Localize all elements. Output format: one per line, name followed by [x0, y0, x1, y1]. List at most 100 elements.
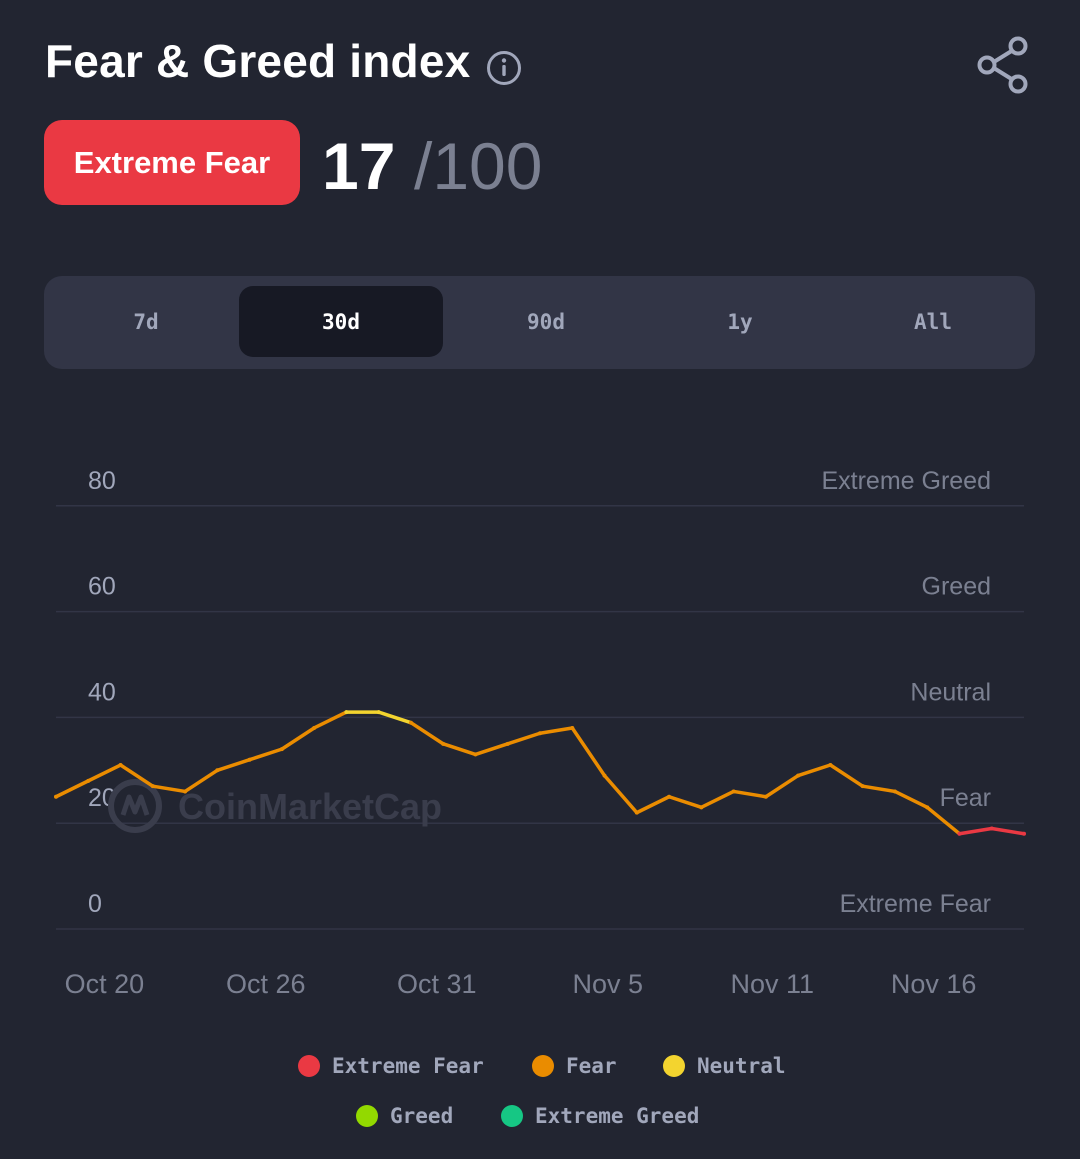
data-point[interactable] [699, 805, 704, 810]
legend-neutral[interactable]: Neutral [663, 1054, 786, 1078]
series-segment [860, 784, 897, 794]
y-tick-label: 60 [88, 573, 116, 601]
data-point[interactable] [376, 710, 381, 715]
series-segment [635, 795, 671, 815]
data-point[interactable] [441, 741, 446, 746]
data-point[interactable] [150, 784, 155, 789]
series-segment [699, 789, 736, 810]
legend-label: Extreme Greed [535, 1104, 700, 1128]
data-point[interactable] [215, 768, 220, 773]
series-segment [312, 710, 349, 730]
data-point[interactable] [763, 794, 768, 799]
data-point[interactable] [796, 773, 801, 778]
data-point[interactable] [602, 773, 607, 778]
series-segment [376, 710, 413, 725]
legend-label: Extreme Fear [332, 1054, 484, 1078]
series-segment [86, 763, 123, 783]
watermark: CoinMarketCap [108, 779, 442, 833]
x-tick-label: Oct 31 [397, 969, 477, 999]
tab-all[interactable]: All [914, 309, 952, 334]
score-value: 17 [322, 129, 396, 203]
legend-greed[interactable]: Greed [356, 1104, 453, 1128]
legend-label: Fear [566, 1054, 617, 1078]
series-segment [409, 720, 445, 746]
y-tick-label: 80 [88, 467, 116, 495]
status-badge: Extreme Fear [44, 120, 300, 205]
series-segment [893, 789, 929, 810]
data-point[interactable] [989, 826, 994, 831]
data-point[interactable] [247, 757, 252, 762]
data-point[interactable] [54, 794, 58, 799]
zone-label: Greed [922, 573, 991, 601]
x-tick-label: Oct 20 [65, 969, 145, 999]
data-point[interactable] [892, 789, 897, 794]
series-segment [441, 742, 478, 757]
share-icon[interactable] [972, 34, 1034, 96]
legend-dot-fear [532, 1055, 554, 1077]
legend-dot-extreme-fear [298, 1055, 320, 1077]
series-segment [764, 773, 800, 799]
tab-7d[interactable]: 7d [133, 309, 159, 334]
series-segment [54, 779, 91, 799]
zone-label: Fear [940, 784, 991, 812]
info-icon[interactable] [486, 43, 522, 85]
data-point[interactable] [86, 778, 91, 783]
series-segment [667, 795, 704, 810]
data-point[interactable] [925, 805, 930, 810]
data-point[interactable] [408, 720, 413, 725]
data-point[interactable] [570, 725, 575, 730]
data-point[interactable] [731, 789, 736, 794]
data-point[interactable] [473, 752, 478, 757]
tab-1y[interactable]: 1y [727, 309, 753, 334]
series-segment [280, 726, 316, 751]
data-point[interactable] [860, 784, 865, 789]
zone-label: Neutral [910, 678, 991, 706]
series-segment [570, 726, 607, 778]
series-segment [118, 763, 155, 788]
legend-extreme-fear[interactable]: Extreme Fear [298, 1054, 484, 1078]
page-title: Fear & Greed index [45, 34, 522, 88]
data-point[interactable] [118, 763, 123, 768]
data-point[interactable] [957, 831, 962, 836]
series-segment [828, 763, 865, 788]
watermark-text: CoinMarketCap [178, 786, 442, 827]
series-segment [183, 768, 220, 794]
x-tick-label: Nov 11 [731, 969, 815, 999]
series-segment [602, 773, 639, 815]
legend-label: Neutral [697, 1054, 786, 1078]
legend-dot-neutral [663, 1055, 685, 1077]
data-point[interactable] [279, 747, 284, 752]
data-point[interactable] [183, 789, 188, 794]
zone-label: Extreme Fear [840, 890, 991, 918]
zone-label: Extreme Greed [821, 467, 991, 495]
series-segment [538, 726, 575, 736]
legend-dot-greed [356, 1105, 378, 1127]
legend-fear[interactable]: Fear [532, 1054, 617, 1078]
x-tick-label: Nov 5 [572, 969, 643, 999]
y-tick-label: 0 [88, 890, 102, 918]
series-segment [796, 763, 833, 778]
data-point[interactable] [1022, 831, 1026, 836]
tab-30d[interactable]: 30d [239, 286, 443, 357]
y-tick-label: 40 [88, 678, 116, 706]
series-segment [247, 747, 284, 762]
title-text: Fear & Greed index [45, 35, 471, 87]
data-point[interactable] [667, 794, 672, 799]
legend-extreme-greed[interactable]: Extreme Greed [501, 1104, 699, 1128]
tab-90d[interactable]: 90d [527, 309, 565, 334]
series-segment [151, 784, 187, 794]
series-segment [505, 731, 542, 746]
data-point[interactable] [344, 710, 349, 715]
data-point[interactable] [538, 731, 542, 736]
data-point[interactable] [634, 810, 639, 815]
series-segment [989, 826, 1026, 836]
data-point[interactable] [505, 741, 510, 746]
x-tick-label: Oct 26 [226, 969, 306, 999]
data-point[interactable] [828, 763, 833, 768]
legend-label: Greed [390, 1104, 454, 1128]
legend-dot-extreme-greed [501, 1105, 523, 1127]
range-tabs: 7d 30d 90d 1y All [44, 276, 1035, 369]
data-point[interactable] [312, 725, 317, 730]
series-segment [957, 826, 994, 836]
